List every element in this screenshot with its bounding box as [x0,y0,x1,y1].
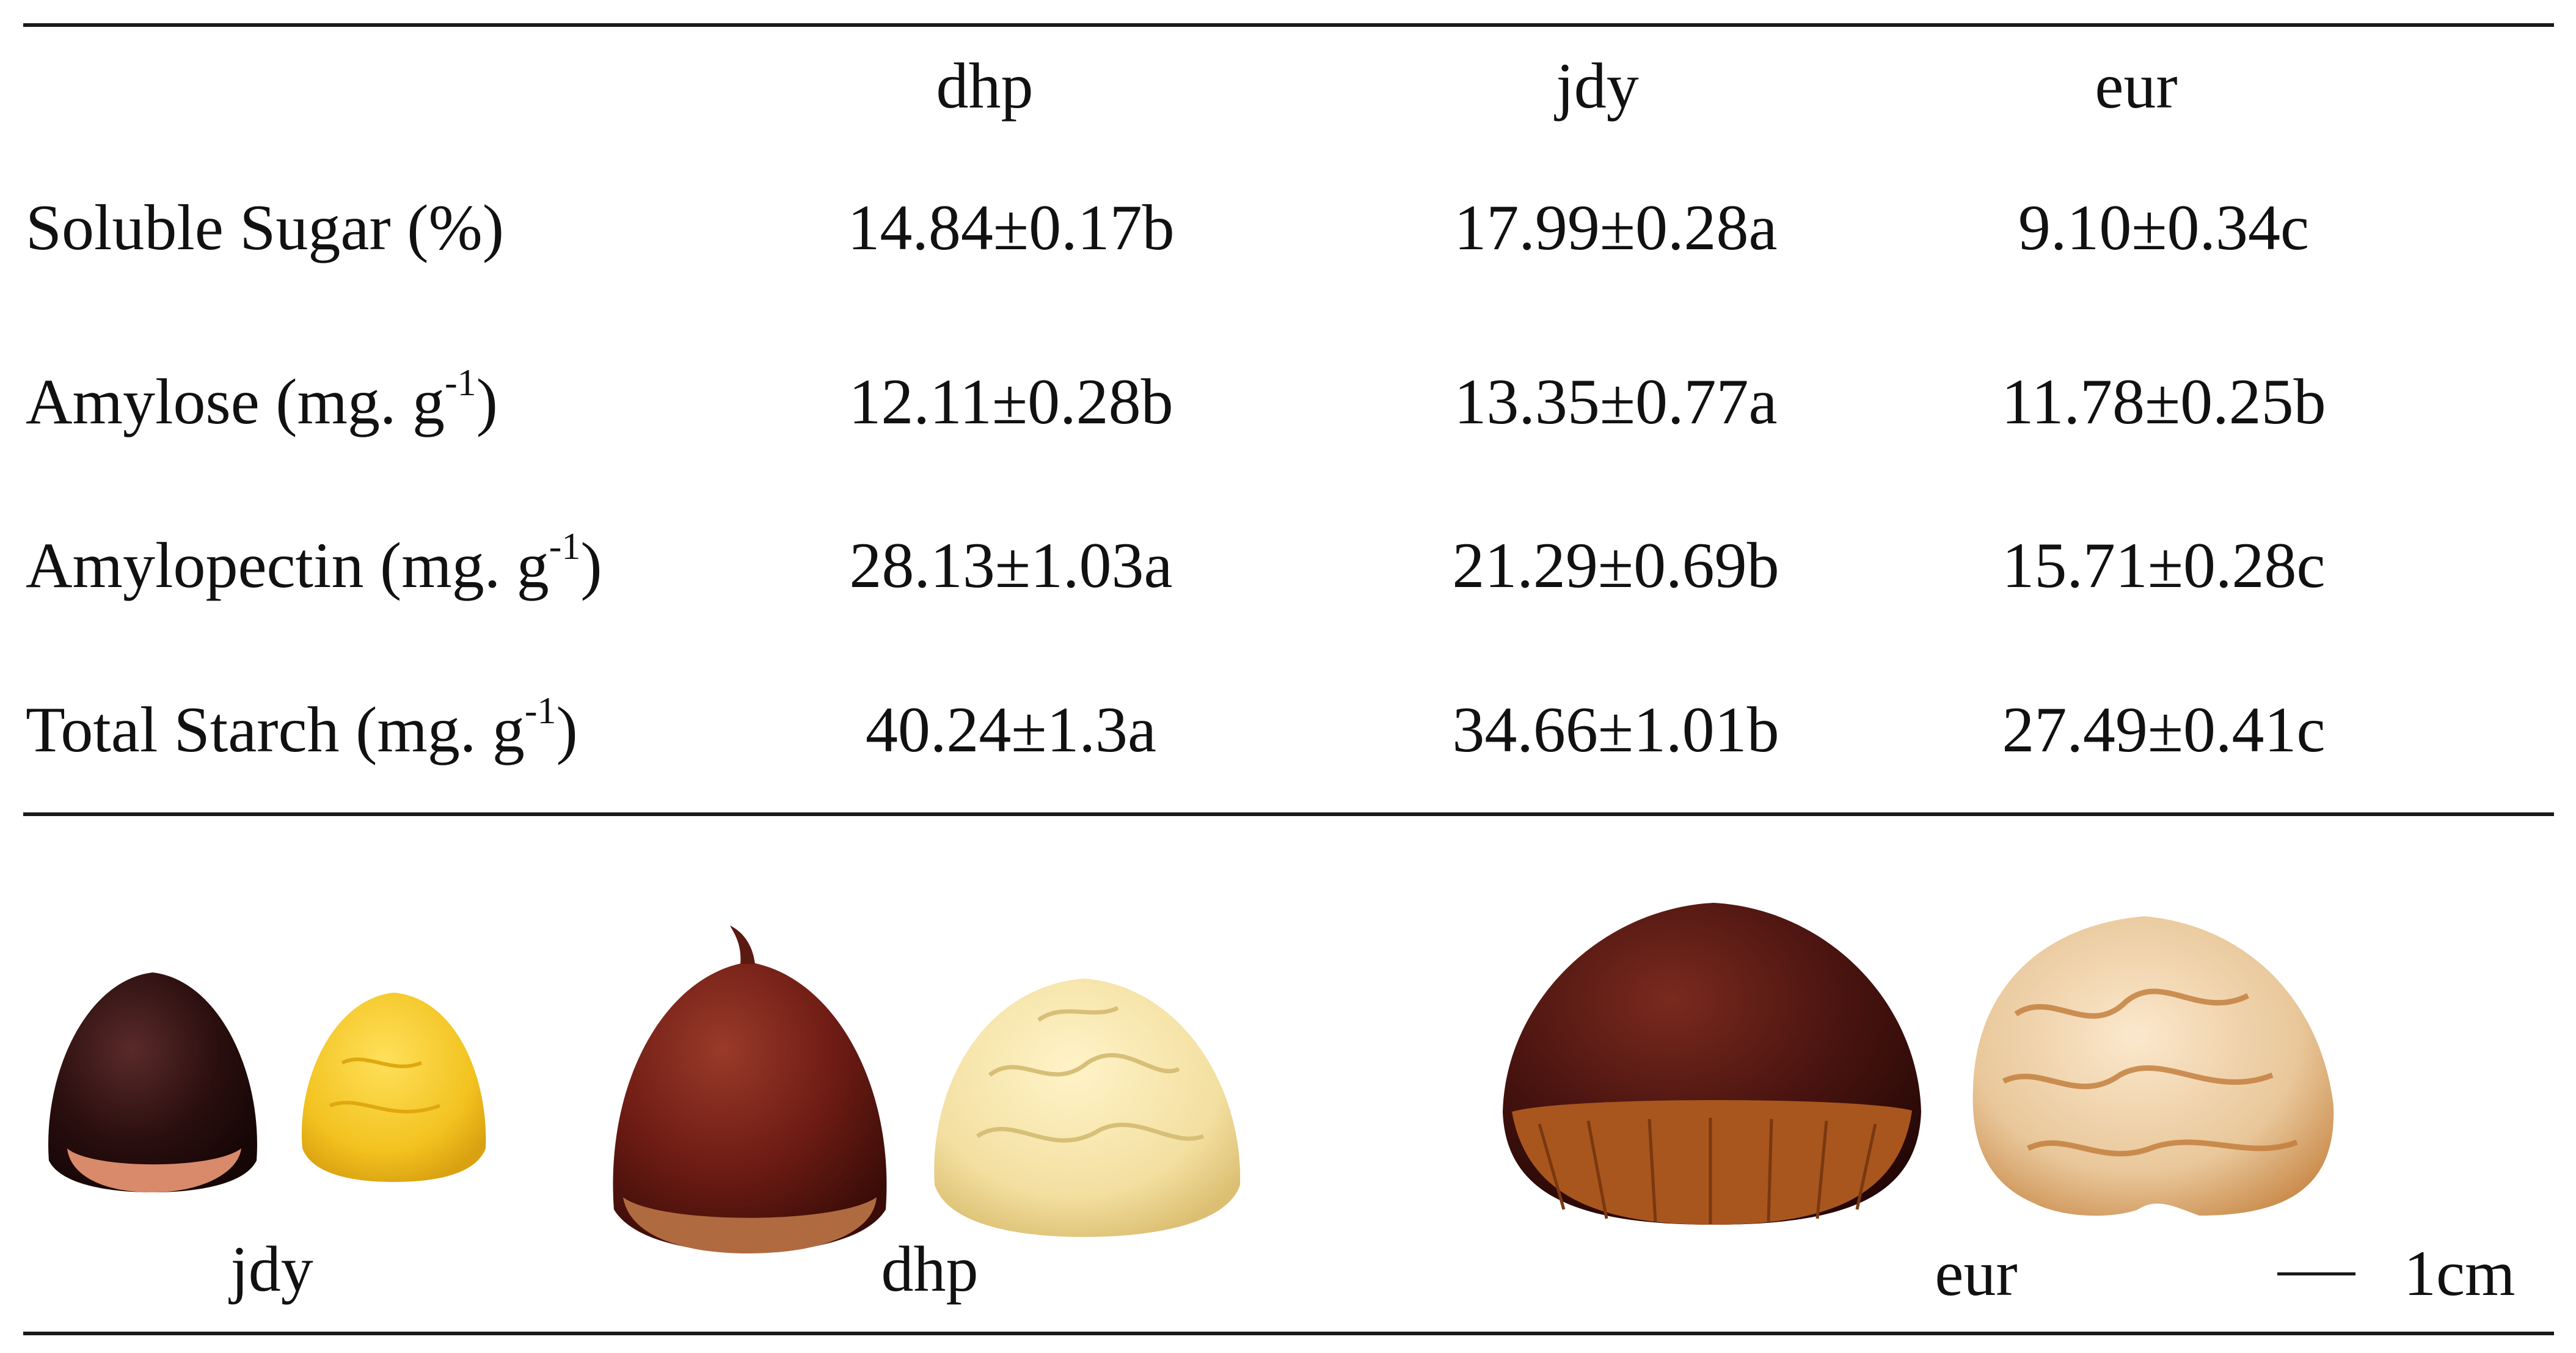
photo-label-eur: eur [1935,1238,2018,1309]
chestnut-photo-panel [48,903,2334,1253]
figure-bottom-rule [23,1332,2554,1335]
row-label-text: Total Starch (mg. g [26,694,525,765]
cell-total-starch-eur: 27.49±0.41c [2002,694,2326,765]
row-label-amylopectin: Amylopectin (mg. g-1) [26,528,602,601]
column-header-eur: eur [2095,50,2178,122]
dhp-shell-image [613,925,887,1253]
cell-amylose-dhp: 12.11±0.28b [848,366,1173,437]
row-label-superscript: -1 [445,362,476,404]
scale-bar-label: 1cm [2404,1238,2516,1309]
cell-amylose-jdy: 13.35±0.77a [1454,366,1778,437]
row-label-superscript: -1 [549,526,581,567]
cell-total-starch-dhp: 40.24±1.3a [865,694,1157,765]
row-label-close: ) [476,366,498,437]
cell-total-starch-jdy: 34.66±1.01b [1452,694,1779,765]
row-label-soluble-sugar: Soluble Sugar (%) [26,195,504,260]
dhp-kernel-image [934,979,1241,1237]
cell-soluble-sugar-jdy: 17.99±0.28a [1454,192,1778,263]
table-top-rule [23,23,2554,27]
jdy-shell-image [48,972,257,1192]
row-label-text: Soluble Sugar (%) [26,192,505,263]
eur-kernel-image [1972,916,2334,1216]
cell-soluble-sugar-dhp: 14.84±0.17b [847,192,1175,263]
jdy-kernel-image [301,993,486,1182]
row-label-close: ) [556,694,578,765]
row-label-superscript: -1 [524,690,556,732]
scale-bar [2277,1272,2355,1275]
row-label-total-starch: Total Starch (mg. g-1) [26,692,578,762]
column-header-jdy: jdy [1556,50,1639,122]
row-label-amylose: Amylose (mg. g-1) [26,364,498,434]
row-label-text: Amylose (mg. g [26,366,445,437]
cell-amylopectin-eur: 15.71±0.28c [2002,530,2326,601]
cell-amylose-eur: 11.78±0.25b [2001,366,2326,437]
column-header-dhp: dhp [936,50,1034,122]
eur-shell-image [1503,903,1921,1225]
photo-label-jdy: jdy [230,1233,313,1305]
cell-soluble-sugar-eur: 9.10±0.34c [2018,192,2310,263]
row-label-text: Amylopectin (mg. g [26,530,549,601]
cell-amylopectin-jdy: 21.29±0.69b [1452,530,1779,601]
cell-amylopectin-dhp: 28.13±1.03a [849,530,1173,601]
row-label-close: ) [580,530,602,601]
photo-label-dhp: dhp [881,1233,979,1305]
table-bottom-rule [23,812,2554,816]
